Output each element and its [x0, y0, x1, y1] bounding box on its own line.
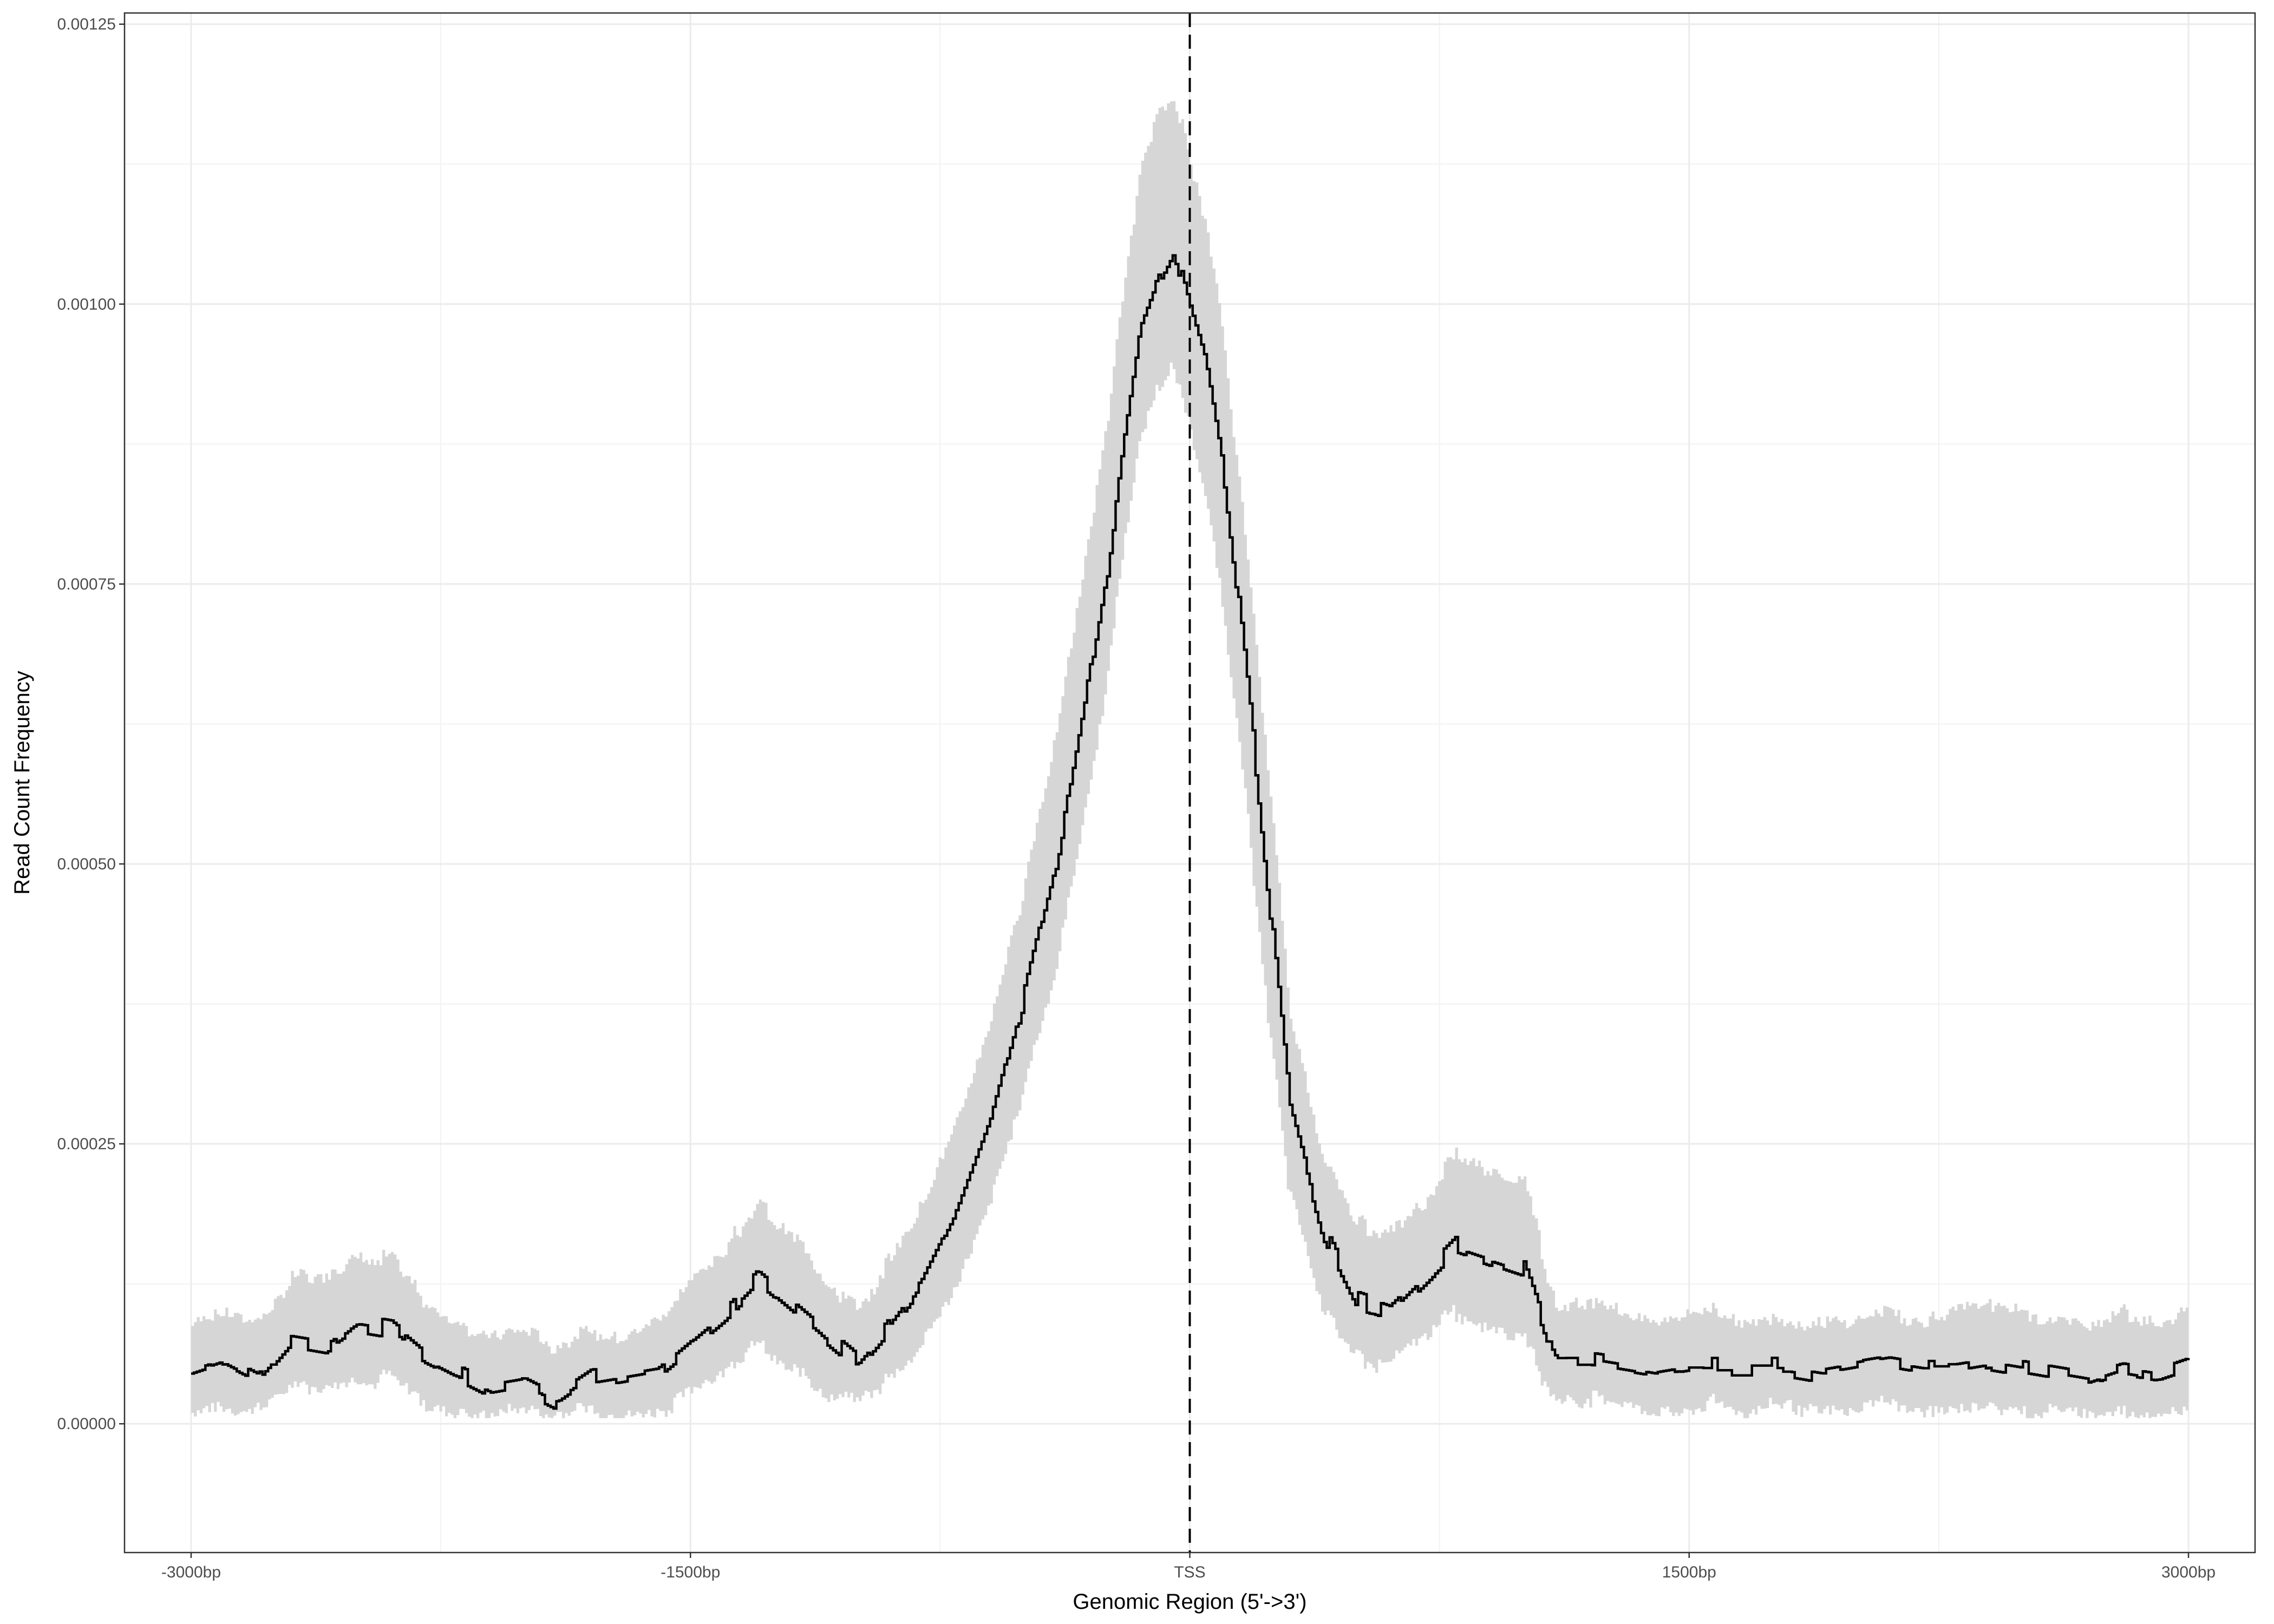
x-tick-label: -3000bp [161, 1563, 221, 1581]
y-tick-label: 0.00100 [57, 296, 116, 313]
x-tick-label: -1500bp [661, 1563, 720, 1581]
mean-profile-line [191, 254, 2190, 1410]
x-tick-label: 3000bp [2161, 1563, 2216, 1581]
y-tick-label: 0.00000 [57, 1415, 116, 1433]
y-tick-label: 0.00050 [57, 855, 116, 873]
y-axis-title: Read Count Frequency [10, 671, 34, 895]
y-tick-label: 0.00075 [57, 575, 116, 593]
y-tick-label: 0.00125 [57, 16, 116, 34]
x-tick-label: TSS [1174, 1563, 1205, 1581]
x-tick-label: 1500bp [1662, 1563, 1716, 1581]
x-axis-title: Genomic Region (5'->3') [1073, 1590, 1306, 1614]
y-axis: 0.00000 0.00025 0.00050 0.00075 0.00100 0.001… [57, 16, 125, 1433]
x-axis: -3000bp -1500bp TSS 1500bp 3000bp [161, 1553, 2216, 1581]
y-tick-label: 0.00025 [57, 1135, 116, 1153]
